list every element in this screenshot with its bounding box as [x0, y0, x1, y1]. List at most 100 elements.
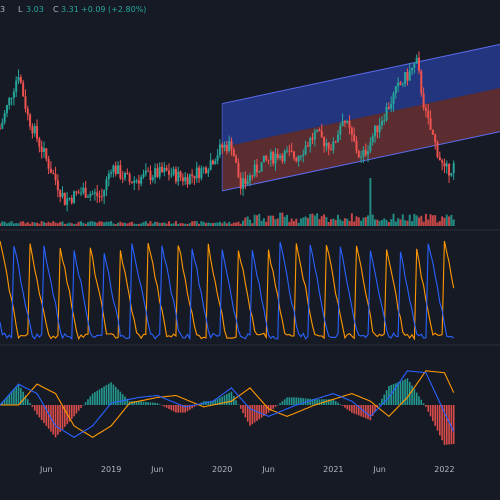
volume-bar	[362, 217, 365, 226]
macd-histogram-bar	[283, 399, 286, 405]
candle-body	[163, 167, 166, 173]
macd-histogram-bar	[73, 405, 75, 417]
volume-bar	[288, 221, 291, 226]
aroon-pane[interactable]	[0, 240, 455, 341]
time-axis[interactable]: Jun 2019 Jun 2020 Jun 2021 Jun 2022	[39, 465, 455, 474]
candle-body	[117, 165, 120, 175]
candle-body	[40, 146, 43, 152]
candle-body	[353, 134, 356, 141]
candle-body	[369, 142, 372, 152]
volume-bar	[262, 218, 265, 226]
volume-bar	[316, 213, 319, 226]
candle-body	[350, 128, 353, 135]
macd-histogram-bar	[31, 405, 34, 407]
volume-bar	[290, 218, 293, 226]
macd-histogram-bar	[411, 385, 413, 405]
macd-histogram-bar	[107, 383, 110, 405]
macd-histogram-bar	[10, 391, 13, 405]
candle-body	[436, 142, 439, 158]
macd-histogram-bar	[135, 401, 138, 405]
macd-histogram-bar	[276, 405, 279, 406]
macd-histogram-bar	[33, 405, 36, 411]
volume-bar	[82, 222, 85, 226]
candle-body	[371, 136, 374, 143]
candle-body	[147, 170, 150, 172]
volume-bar	[112, 223, 115, 226]
candle-body	[91, 193, 94, 195]
candle-body	[186, 177, 189, 185]
volume-bar	[286, 214, 289, 226]
candle-body	[255, 164, 258, 173]
candle-body	[401, 83, 404, 85]
volume-bar	[239, 223, 242, 226]
candle-body	[165, 167, 168, 171]
candle-body	[292, 151, 295, 158]
volume-bar	[411, 221, 414, 226]
volume-bar	[225, 223, 228, 226]
macd-histogram-bar	[24, 395, 27, 405]
volume-bar	[184, 223, 187, 226]
volume-bar	[195, 221, 198, 226]
volume-bar	[415, 215, 418, 226]
volume-bar	[33, 222, 36, 226]
candle-body	[304, 145, 307, 155]
macd-histogram-bar	[138, 401, 140, 405]
volume-bar	[367, 215, 370, 226]
macd-histogram-bar	[320, 399, 323, 405]
candle-body	[82, 187, 85, 193]
x-tick-label: 2019	[101, 465, 121, 474]
candle-body	[96, 192, 99, 197]
macd-histogram-bar	[94, 392, 96, 405]
macd-histogram-bar	[439, 405, 441, 436]
candle-body	[431, 129, 434, 135]
macd-histogram-bar	[70, 405, 73, 420]
volume-bar	[198, 223, 201, 226]
candle-body	[246, 181, 249, 184]
volume-bar	[177, 223, 180, 226]
price-pane[interactable]	[0, 43, 500, 226]
candle-body	[279, 155, 282, 158]
candle-body	[237, 162, 240, 178]
candle-body	[184, 177, 187, 182]
candle-body	[142, 173, 145, 178]
macd-histogram-bar	[339, 404, 342, 405]
macd-histogram-bar	[40, 405, 43, 421]
macd-pane[interactable]	[0, 370, 455, 445]
volume-bar	[422, 221, 425, 226]
candle-body	[103, 190, 106, 197]
candle-body	[174, 169, 177, 182]
volume-bar	[232, 222, 235, 226]
macd-histogram-bar	[170, 405, 173, 411]
macd-histogram-bar	[295, 397, 298, 405]
candle-body	[218, 144, 221, 156]
candle-body	[376, 125, 379, 133]
volume-bar	[0, 223, 1, 226]
volume-bar	[346, 218, 349, 226]
candle-body	[327, 142, 330, 149]
macd-histogram-bar	[293, 397, 295, 405]
macd-histogram-bar	[43, 405, 45, 424]
volume-bar	[394, 221, 397, 226]
candle-body	[214, 160, 217, 164]
macd-histogram-bar	[133, 401, 136, 405]
candle-body	[24, 96, 27, 109]
volume-bar	[325, 217, 328, 226]
macd-histogram-bar	[75, 405, 78, 414]
macd-histogram-bar	[126, 398, 129, 405]
volume-bar	[84, 223, 87, 226]
candle-body	[357, 150, 360, 158]
volume-bar	[438, 220, 441, 226]
volume-bar	[91, 221, 94, 226]
candle-body	[31, 126, 34, 134]
volume-bar	[306, 217, 309, 226]
macd-histogram-bar	[260, 405, 263, 418]
volume-bar	[242, 220, 245, 226]
volume-bar	[142, 222, 145, 226]
macd-histogram-bar	[184, 405, 186, 413]
volume-bar	[323, 214, 326, 226]
candle-body	[380, 120, 383, 126]
macd-histogram-bar	[302, 398, 305, 405]
volume-bar	[165, 223, 168, 226]
volume-bar	[332, 218, 335, 226]
